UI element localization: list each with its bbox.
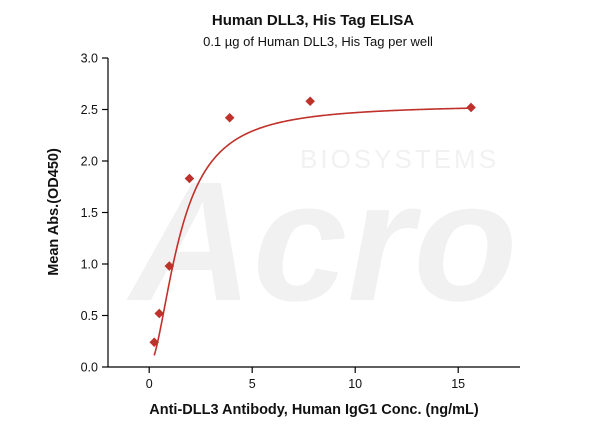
- y-axis-label: Mean Abs.(OD450): [46, 148, 62, 276]
- x-tick-label: 5: [249, 377, 256, 391]
- y-tick-label: 0.5: [81, 309, 98, 323]
- y-tick-label: 3.0: [81, 52, 98, 66]
- data-point: [224, 112, 235, 123]
- y-tick-label: 0.0: [81, 361, 98, 375]
- chart-title: Human DLL3, His Tag ELISA: [212, 12, 414, 29]
- y-tick-label: 1.5: [81, 206, 98, 220]
- plot-area: 0.0 0.5 1.0 1.5 2.0 2.5 3.0 0 5 10 15: [81, 52, 520, 391]
- y-tick-label: 2.5: [81, 103, 98, 117]
- data-point: [149, 337, 159, 348]
- y-tick-label: 1.0: [81, 258, 98, 272]
- data-point: [466, 102, 476, 113]
- watermark: Acro BIOSYSTEMS: [126, 144, 517, 337]
- x-tick-label: 10: [348, 377, 362, 391]
- data-point: [164, 261, 175, 271]
- watermark-brand: Acro: [126, 147, 517, 337]
- fit-curve-line: [153, 107, 472, 356]
- data-point: [305, 96, 315, 107]
- y-tick-label: 2.0: [81, 155, 98, 169]
- x-tick-label: 15: [451, 377, 465, 391]
- watermark-sub: BIOSYSTEMS: [300, 144, 499, 174]
- chart-subtitle: 0.1 µg of Human DLL3, His Tag per well: [203, 34, 433, 49]
- data-points: [149, 96, 476, 348]
- data-point: [184, 173, 195, 184]
- x-tick-label: 0: [146, 377, 153, 391]
- y-axis-ticks: 0.0 0.5 1.0 1.5 2.0 2.5 3.0: [81, 52, 108, 375]
- data-point: [154, 308, 165, 319]
- x-axis-ticks: 0 5 10 15: [146, 367, 465, 391]
- x-axis-label: Anti-DLL3 Antibody, Human IgG1 Conc. (ng…: [149, 402, 479, 418]
